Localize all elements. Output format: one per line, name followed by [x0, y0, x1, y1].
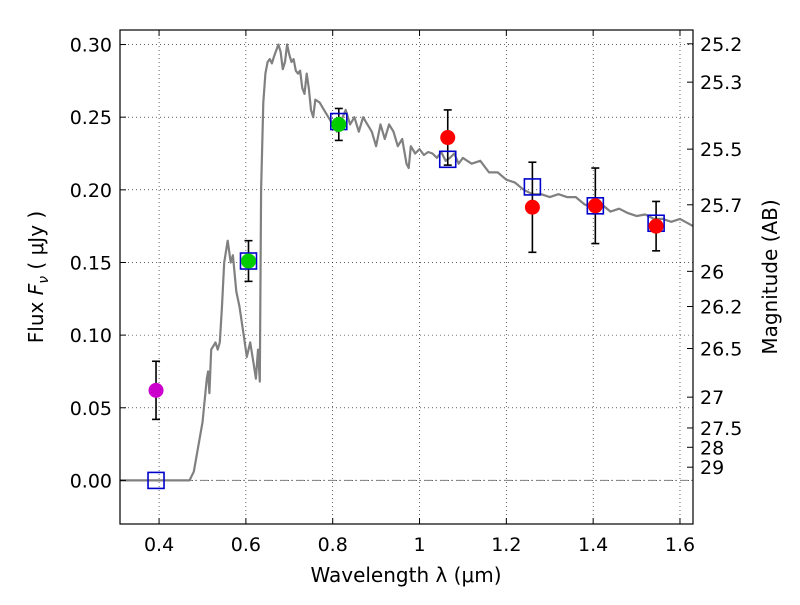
x-tick-label: 1.2 [491, 534, 521, 556]
x-tick-label: 1.4 [578, 534, 608, 556]
model-photometry-square [239, 252, 258, 270]
grid-lines [120, 30, 693, 524]
y-tick-label: 0.25 [70, 107, 112, 129]
right-tick-label: 27 [700, 387, 724, 409]
observed-point [331, 116, 347, 132]
x-tick-label: 0.4 [144, 534, 174, 556]
x-tick-label: 1.6 [665, 534, 695, 556]
points-layer [147, 107, 665, 490]
plot-frame [119, 29, 694, 525]
x-tick-label: 1 [413, 534, 425, 556]
x-axis-label: Wavelength λ (μm) [310, 563, 501, 587]
ticks-layer [120, 30, 693, 524]
right-tick-label: 25.5 [700, 139, 742, 161]
right-tick-label: 27.5 [700, 418, 742, 440]
observed-point [524, 199, 540, 215]
model-photometry-square [586, 197, 605, 215]
right-tick-label: 26.5 [700, 338, 742, 360]
observed-point [148, 382, 164, 398]
y-axis-label-sub: ν [36, 276, 52, 284]
right-tick-label: 26.2 [700, 296, 742, 318]
y-axis-label-var: F [24, 283, 48, 295]
y-tick-label: 0.30 [70, 35, 112, 57]
y-tick-label: 0.20 [70, 180, 112, 202]
observed-point [587, 198, 603, 214]
y-axis-label-unit: ( μJy ) [24, 211, 48, 276]
model-photometry-square [523, 178, 542, 196]
model-photometry-square [147, 471, 165, 490]
series-layer [120, 43, 694, 482]
right-tick-label: 25.2 [700, 34, 742, 56]
y-tick-label: 0.10 [70, 325, 112, 347]
x-tick-label: 0.6 [231, 534, 261, 556]
right-tick-label: 25.7 [700, 195, 742, 217]
y-tick-label: 0.00 [70, 470, 112, 492]
model-photometry-square [438, 150, 457, 169]
y-axis-label: Flux Fν ( μJy ) [24, 211, 52, 343]
right-tick-label: 25.3 [700, 72, 742, 94]
observed-point [648, 218, 664, 234]
y-tick-label: 0.15 [70, 252, 112, 274]
y-tick-label: 0.05 [70, 398, 112, 420]
right-tick-label: 26 [700, 261, 724, 283]
model-spectrum-line [120, 43, 694, 482]
y-axis-label-prefix: Flux [24, 295, 48, 343]
x-tick-label: 0.8 [318, 534, 348, 556]
right-axis-label: Magnitude (AB) [758, 199, 782, 354]
right-tick-label: 29 [700, 457, 724, 479]
observed-point [240, 253, 256, 269]
right-tick-label: 28 [700, 437, 724, 459]
tick-labels-layer: 0.4 0.6 0.8 1 1.2 1.4 1.6 0.00 0.05 0.10 0.15 0.20 0… [70, 34, 743, 556]
observed-point [440, 130, 456, 146]
